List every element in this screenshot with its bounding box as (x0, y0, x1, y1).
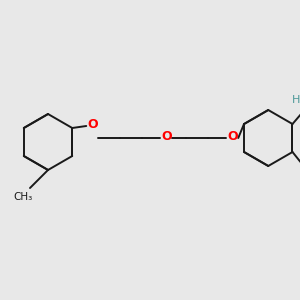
Text: O: O (227, 130, 238, 142)
Text: H: H (292, 95, 300, 105)
Text: CH₃: CH₃ (14, 192, 33, 202)
Text: O: O (161, 130, 172, 142)
Text: O: O (87, 118, 98, 130)
